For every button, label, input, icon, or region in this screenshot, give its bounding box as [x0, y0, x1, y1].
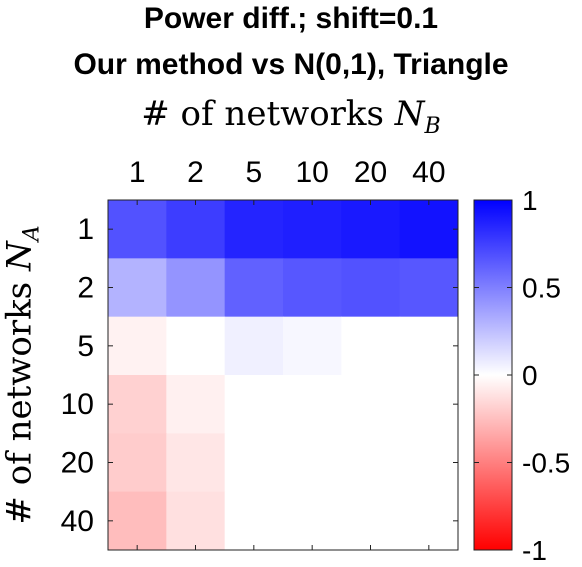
x-tick-label-5: 40	[412, 156, 445, 189]
heatmap-cell-2-5	[399, 316, 459, 376]
y-tick-label-4: 20	[61, 447, 94, 480]
y-tick-label-0: 1	[77, 213, 94, 246]
heatmap-cell-4-2	[224, 433, 284, 493]
x-tick-labels: 1 2 5 10 20 40	[129, 156, 446, 189]
heatmap-cells	[108, 200, 459, 551]
colorbar-bar	[473, 199, 513, 551]
heatmap-cell-2-1	[166, 316, 226, 376]
plot-border	[107, 199, 459, 551]
x-axis-label-text: # of networks NB	[141, 94, 441, 139]
chart-subtitle: Our method vs N(0,1), Triangle	[73, 48, 509, 81]
heatmap-cell-3-1	[166, 375, 226, 434]
heatmap-cell-1-3	[283, 258, 342, 318]
x-tick-label-0: 1	[129, 156, 146, 189]
heatmap-cell-0-2	[224, 200, 284, 259]
heatmap-frame	[107, 199, 459, 551]
colorbar: 1 0.5 0 -0.5 -1	[473, 185, 570, 566]
heatmap-cell-0-5	[399, 200, 459, 259]
heatmap-cell-0-0	[108, 200, 167, 259]
heatmap-cell-4-4	[341, 433, 401, 493]
heatmap-cell-1-2	[224, 258, 284, 318]
heatmap-cell-1-5	[399, 258, 459, 318]
y-tick-label-1: 2	[77, 272, 94, 305]
y-tick-label-3: 10	[61, 388, 94, 421]
heatmap-cell-0-1	[166, 200, 226, 259]
heatmap-cell-3-4	[341, 375, 401, 434]
heatmap-cell-4-1	[166, 433, 226, 493]
colorbar-tick-label-3: -0.5	[522, 448, 570, 479]
colorbar-tick-label-4: -1	[522, 535, 547, 566]
heatmap-cell-2-0	[108, 316, 167, 376]
heatmap-cell-2-2	[224, 316, 284, 376]
heatmap-cell-3-0	[108, 375, 167, 434]
heatmap-cell-5-2	[224, 491, 284, 551]
heatmap-cell-5-1	[166, 491, 226, 551]
chart-title: Power diff.; shift=0.1	[143, 2, 439, 35]
heatmap-cell-4-3	[283, 433, 342, 493]
x-tick-label-4: 20	[354, 156, 387, 189]
x-tick-label-1: 2	[187, 156, 204, 189]
heatmap-cell-5-3	[283, 491, 342, 551]
y-tick-labels: 1 2 5 10 20 40	[61, 213, 94, 538]
heatmap-cell-4-5	[399, 433, 459, 493]
colorbar-tick-label-2: 0	[522, 360, 538, 391]
colorbar-tick-label-0: 1	[522, 185, 538, 216]
heatmap-cell-2-3	[283, 316, 342, 376]
y-tick-label-2: 5	[77, 330, 94, 363]
y-tick-label-5: 40	[61, 505, 94, 538]
x-tick-label-3: 10	[295, 156, 328, 189]
heatmap-cell-0-3	[283, 200, 342, 259]
heatmap-cell-1-0	[108, 258, 167, 318]
heatmap-cell-3-5	[399, 375, 459, 434]
x-axis-label: # of networks NB	[0, 94, 582, 139]
heatmap-cell-3-3	[283, 375, 342, 434]
colorbar-tick-label-1: 0.5	[522, 273, 561, 304]
heatmap-cell-1-4	[341, 258, 401, 318]
heatmap-cell-1-1	[166, 258, 226, 318]
heatmap-cell-5-4	[341, 491, 401, 551]
heatmap-cell-5-0	[108, 491, 167, 551]
heatmap-cell-5-5	[399, 491, 459, 551]
heatmap-cell-4-0	[108, 433, 167, 493]
heatmap-cell-3-2	[224, 375, 284, 434]
heatmap-cell-0-4	[341, 200, 401, 259]
heatmap-cell-2-4	[341, 316, 401, 376]
x-tick-label-2: 5	[245, 156, 262, 189]
